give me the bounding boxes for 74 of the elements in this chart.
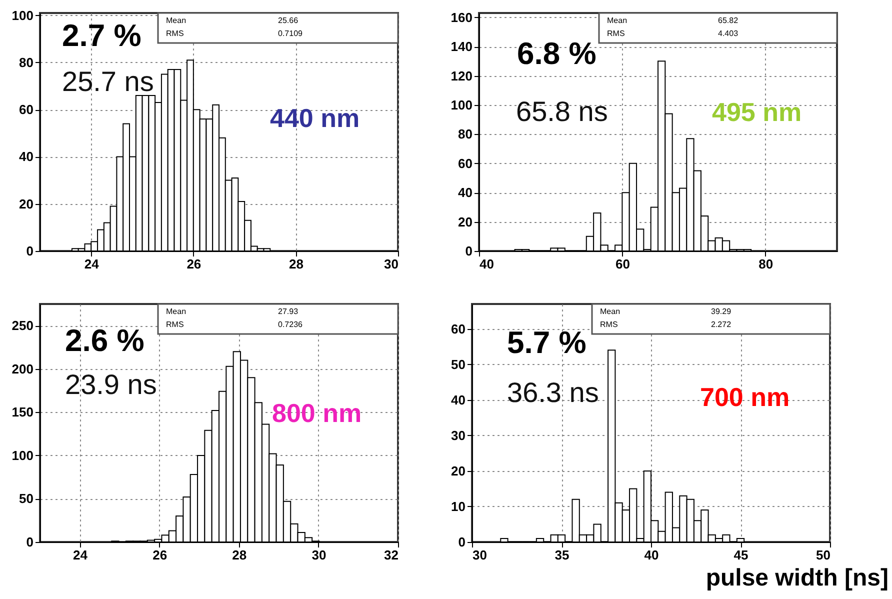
x-axis-title: pulse width [ns] <box>706 564 888 592</box>
annotation: Mean <box>166 307 186 316</box>
y-tick-label: 20 <box>458 214 472 230</box>
y-tick-label: 120 <box>450 68 472 84</box>
x-tick-label: 26 <box>152 548 168 562</box>
y-tick-label: 150 <box>12 404 34 420</box>
y-tick-label: 160 <box>450 10 472 25</box>
annotation: Mean <box>166 16 186 25</box>
y-tick-label: 40 <box>19 149 34 164</box>
x-tick-label: 26 <box>186 256 202 272</box>
annotation: 27.93 <box>278 307 299 316</box>
x-tick-label: 28 <box>232 548 247 562</box>
annotation: 25.7 ns <box>62 66 154 97</box>
y-tick-label: 0 <box>26 534 34 550</box>
x-tick-label: 80 <box>758 256 774 272</box>
annotation: 0.7236 <box>278 320 304 329</box>
annotation: RMS <box>166 29 184 38</box>
annotation: RMS <box>600 320 618 329</box>
y-tick-label: 100 <box>12 448 34 463</box>
y-tick-label: 100 <box>450 97 472 112</box>
x-tick-label: 30 <box>312 548 326 562</box>
y-tick-label: 80 <box>19 54 34 70</box>
annotation: 0.7109 <box>278 29 304 38</box>
annotation: Mean <box>600 307 620 316</box>
annotation: 4.403 <box>718 29 739 38</box>
annotation: 36.3 ns <box>507 377 599 408</box>
x-tick-label: 40 <box>644 548 659 562</box>
y-tick-label: 100 <box>12 8 34 23</box>
y-tick-label: 20 <box>451 463 466 478</box>
annotation: 800 nm <box>272 398 362 428</box>
annotation: 23.9 ns <box>65 369 157 400</box>
annotation: 2.6 % <box>65 323 144 358</box>
y-tick-label: 250 <box>12 318 34 334</box>
annotation: 2.7 % <box>62 18 142 53</box>
y-tick-label: 30 <box>451 428 466 443</box>
annotation: RMS <box>166 320 184 329</box>
x-tick-label: 32 <box>384 548 398 562</box>
annotation: 39.29 <box>711 307 732 316</box>
y-tick-label: 0 <box>465 244 472 258</box>
y-tick-label: 20 <box>19 196 34 212</box>
annotation: 440 nm <box>270 103 360 133</box>
x-tick-label: 30 <box>384 256 398 272</box>
x-tick-label: 35 <box>554 548 570 562</box>
annotation: 2.272 <box>711 320 732 329</box>
x-tick-label: 40 <box>480 256 494 272</box>
y-tick-label: 0 <box>458 534 466 550</box>
y-tick-label: 60 <box>458 156 472 171</box>
y-tick-label: 10 <box>451 498 466 514</box>
y-tick-label: 60 <box>19 102 34 118</box>
x-tick-label: 24 <box>73 548 88 562</box>
x-tick-label: 28 <box>288 256 304 272</box>
annotation: 65.82 <box>718 16 739 25</box>
annotation: Mean <box>607 16 628 25</box>
annotation: 700 nm <box>700 382 790 412</box>
annotation: 65.8 ns <box>516 96 608 127</box>
x-tick-label: 50 <box>816 548 830 562</box>
y-tick-label: 60 <box>451 321 466 336</box>
y-tick-label: 140 <box>450 39 472 54</box>
x-tick-label: 45 <box>734 548 748 562</box>
y-tick-label: 50 <box>451 356 466 372</box>
annotation: 495 nm <box>712 97 802 127</box>
annotation: RMS <box>607 29 625 38</box>
y-tick-label: 0 <box>26 244 34 258</box>
y-tick-label: 50 <box>19 491 34 506</box>
y-tick-label: 200 <box>12 361 34 376</box>
annotation: 5.7 % <box>507 325 586 360</box>
x-tick-label: 24 <box>84 256 100 272</box>
annotation: 6.8 % <box>517 36 596 71</box>
annotation: 25.66 <box>278 16 299 25</box>
x-tick-label: 60 <box>615 256 630 272</box>
y-tick-label: 40 <box>458 185 472 200</box>
y-tick-label: 80 <box>458 126 472 142</box>
y-tick-label: 40 <box>451 392 466 408</box>
x-tick-label: 30 <box>472 548 487 562</box>
